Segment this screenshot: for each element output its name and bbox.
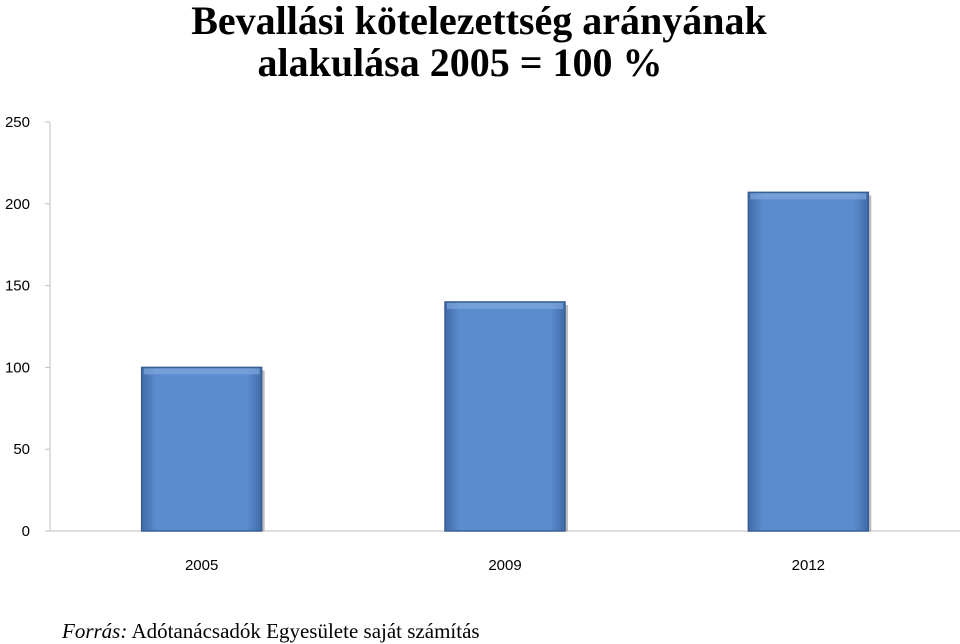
source-label: Forrás: <box>62 619 128 643</box>
bar <box>140 366 265 532</box>
chart-title-line2: alakulása 2005 = 100 % <box>257 40 663 85</box>
bar-highlight <box>447 302 563 309</box>
bar-rect <box>747 191 870 532</box>
source-text: Adótanácsadók Egyesülete saját számítás <box>131 619 480 643</box>
x-tick-label: 2009 <box>488 557 521 574</box>
chart-title: Bevallási kötelezettség arányának alakul… <box>0 0 960 84</box>
bar-chart: 0 50 100 150 200 250 2005 2009 2012 <box>5 114 960 574</box>
bar-rect <box>140 366 263 532</box>
y-tick-label: 200 <box>5 196 30 213</box>
y-tick-label: 0 <box>22 523 30 540</box>
bar-highlight <box>143 368 260 375</box>
x-tick-label: 2005 <box>185 557 218 574</box>
bar-rect <box>444 301 566 532</box>
bar <box>747 191 872 532</box>
y-tick-label: 100 <box>5 359 30 376</box>
y-tick-label: 50 <box>13 441 30 458</box>
source-note: Forrás: Adótanácsadók Egyesülete saját s… <box>62 619 480 643</box>
x-tick-label: 2012 <box>792 557 825 574</box>
bar-highlight <box>750 193 867 200</box>
y-tick-label: 250 <box>5 114 30 131</box>
bar <box>444 301 568 532</box>
y-tick-label: 150 <box>5 278 30 295</box>
chart-title-line1: Bevallási kötelezettség arányának <box>191 0 767 43</box>
